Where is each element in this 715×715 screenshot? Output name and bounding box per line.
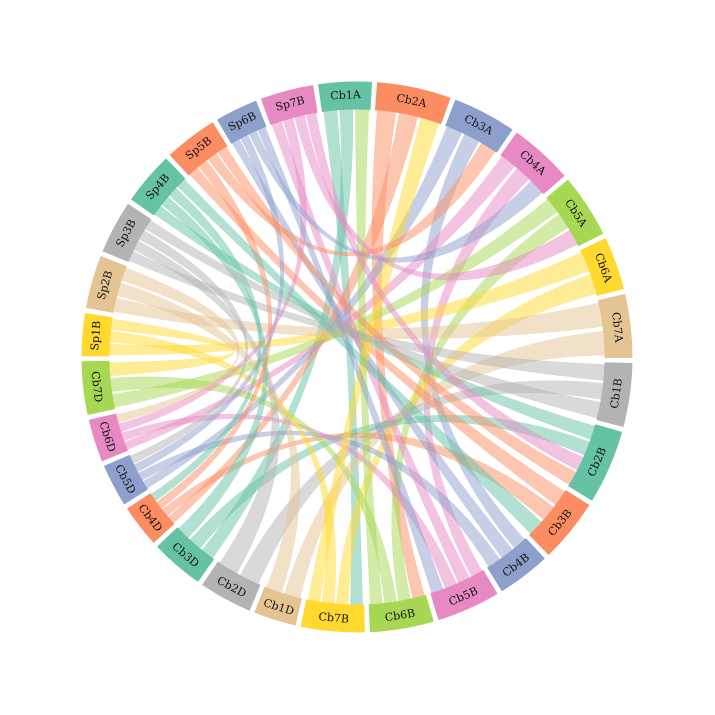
segment-arc-sp6b xyxy=(217,100,267,144)
segment-label-cb1b: Cb1B xyxy=(608,377,625,409)
segment-arc-cb6b xyxy=(368,594,434,633)
segment-arc-sp1b xyxy=(81,313,113,357)
segment-label-cb6b: Cb6B xyxy=(384,607,416,625)
segment-arc-cb6d xyxy=(88,413,128,462)
segment-arc-cb5b xyxy=(430,570,498,621)
segment-arc-cb1d xyxy=(254,586,302,626)
ribbon-layer xyxy=(108,108,606,606)
segment-arc-cb4a xyxy=(500,132,565,195)
segment-label-cb7b: Cb7B xyxy=(318,610,350,626)
segment-label-cb2a: Cb2A xyxy=(395,91,428,110)
segment-label-sp1b: Sp1B xyxy=(88,320,103,351)
segment-arc-cb7a xyxy=(597,293,633,359)
segment-arc-sp4b xyxy=(131,158,186,216)
segment-arc-cb5d xyxy=(104,454,148,505)
segment-arc-layer xyxy=(81,81,633,633)
segment-arc-cb7d xyxy=(81,360,115,415)
segment-label-cb1a: Cb1A xyxy=(330,88,362,102)
segment-arc-cb1a xyxy=(318,81,373,112)
segment-arc-cb5a xyxy=(546,179,604,247)
segment-arc-cb2a xyxy=(375,82,451,125)
segment-arc-cb3d xyxy=(157,527,214,582)
segment-arc-sp7b xyxy=(260,85,318,125)
segment-arc-sp3b xyxy=(102,203,152,262)
segment-arc-sp2b xyxy=(85,256,127,313)
segment-arc-cb4b xyxy=(487,538,545,592)
segment-arc-sp5b xyxy=(169,122,228,176)
segment-label-cb7d: Cb7D xyxy=(88,370,104,403)
segment-arc-cb1b xyxy=(596,362,633,427)
segment-arc-cb6a xyxy=(580,238,624,296)
segment-arc-cb3b xyxy=(529,490,590,555)
segment-arc-cb7b xyxy=(300,599,365,633)
segment-arc-cb3a xyxy=(445,99,513,153)
segment-arc-cb2b xyxy=(568,424,623,501)
segment-arc-cb2d xyxy=(202,561,261,611)
segment-arc-cb4d xyxy=(127,493,175,543)
segment-label-cb7a: Cb7A xyxy=(609,311,625,344)
